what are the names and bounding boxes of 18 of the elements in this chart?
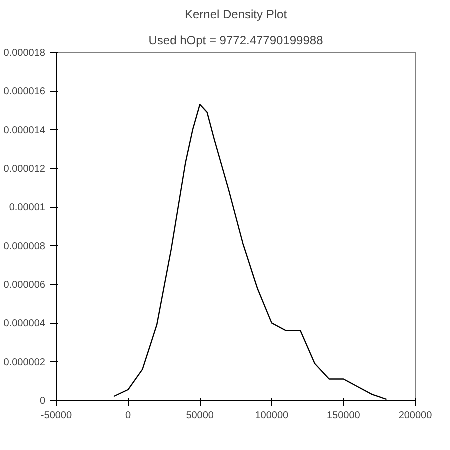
y-tick-label: 0.000018: [4, 48, 46, 59]
y-tick-label: 0.000012: [4, 164, 46, 175]
y-tick-label: 0: [40, 396, 46, 407]
x-tick-label: 100000: [255, 410, 290, 422]
y-tick-label: 0.000008: [4, 241, 46, 252]
y-tick-label: 0.000006: [4, 280, 46, 291]
y-tick-label: 0.000014: [4, 125, 46, 136]
y-tick-label: 0.000016: [4, 86, 46, 98]
y-tick-label: 0.000002: [4, 357, 46, 368]
x-tick-label: -50000: [40, 410, 73, 422]
chart-subtitle: Used hOpt = 9772.47790199988: [148, 34, 324, 48]
x-tick-label: 200000: [398, 410, 433, 422]
x-tick-label: 0: [126, 410, 132, 422]
x-tick-label: 150000: [327, 410, 361, 422]
y-tick-label: 0.00001: [9, 202, 46, 214]
y-tick-label: 0.000004: [4, 318, 46, 330]
chart-title: Kernel Density Plot: [184, 8, 288, 22]
x-tick-label: 50000: [186, 410, 214, 422]
